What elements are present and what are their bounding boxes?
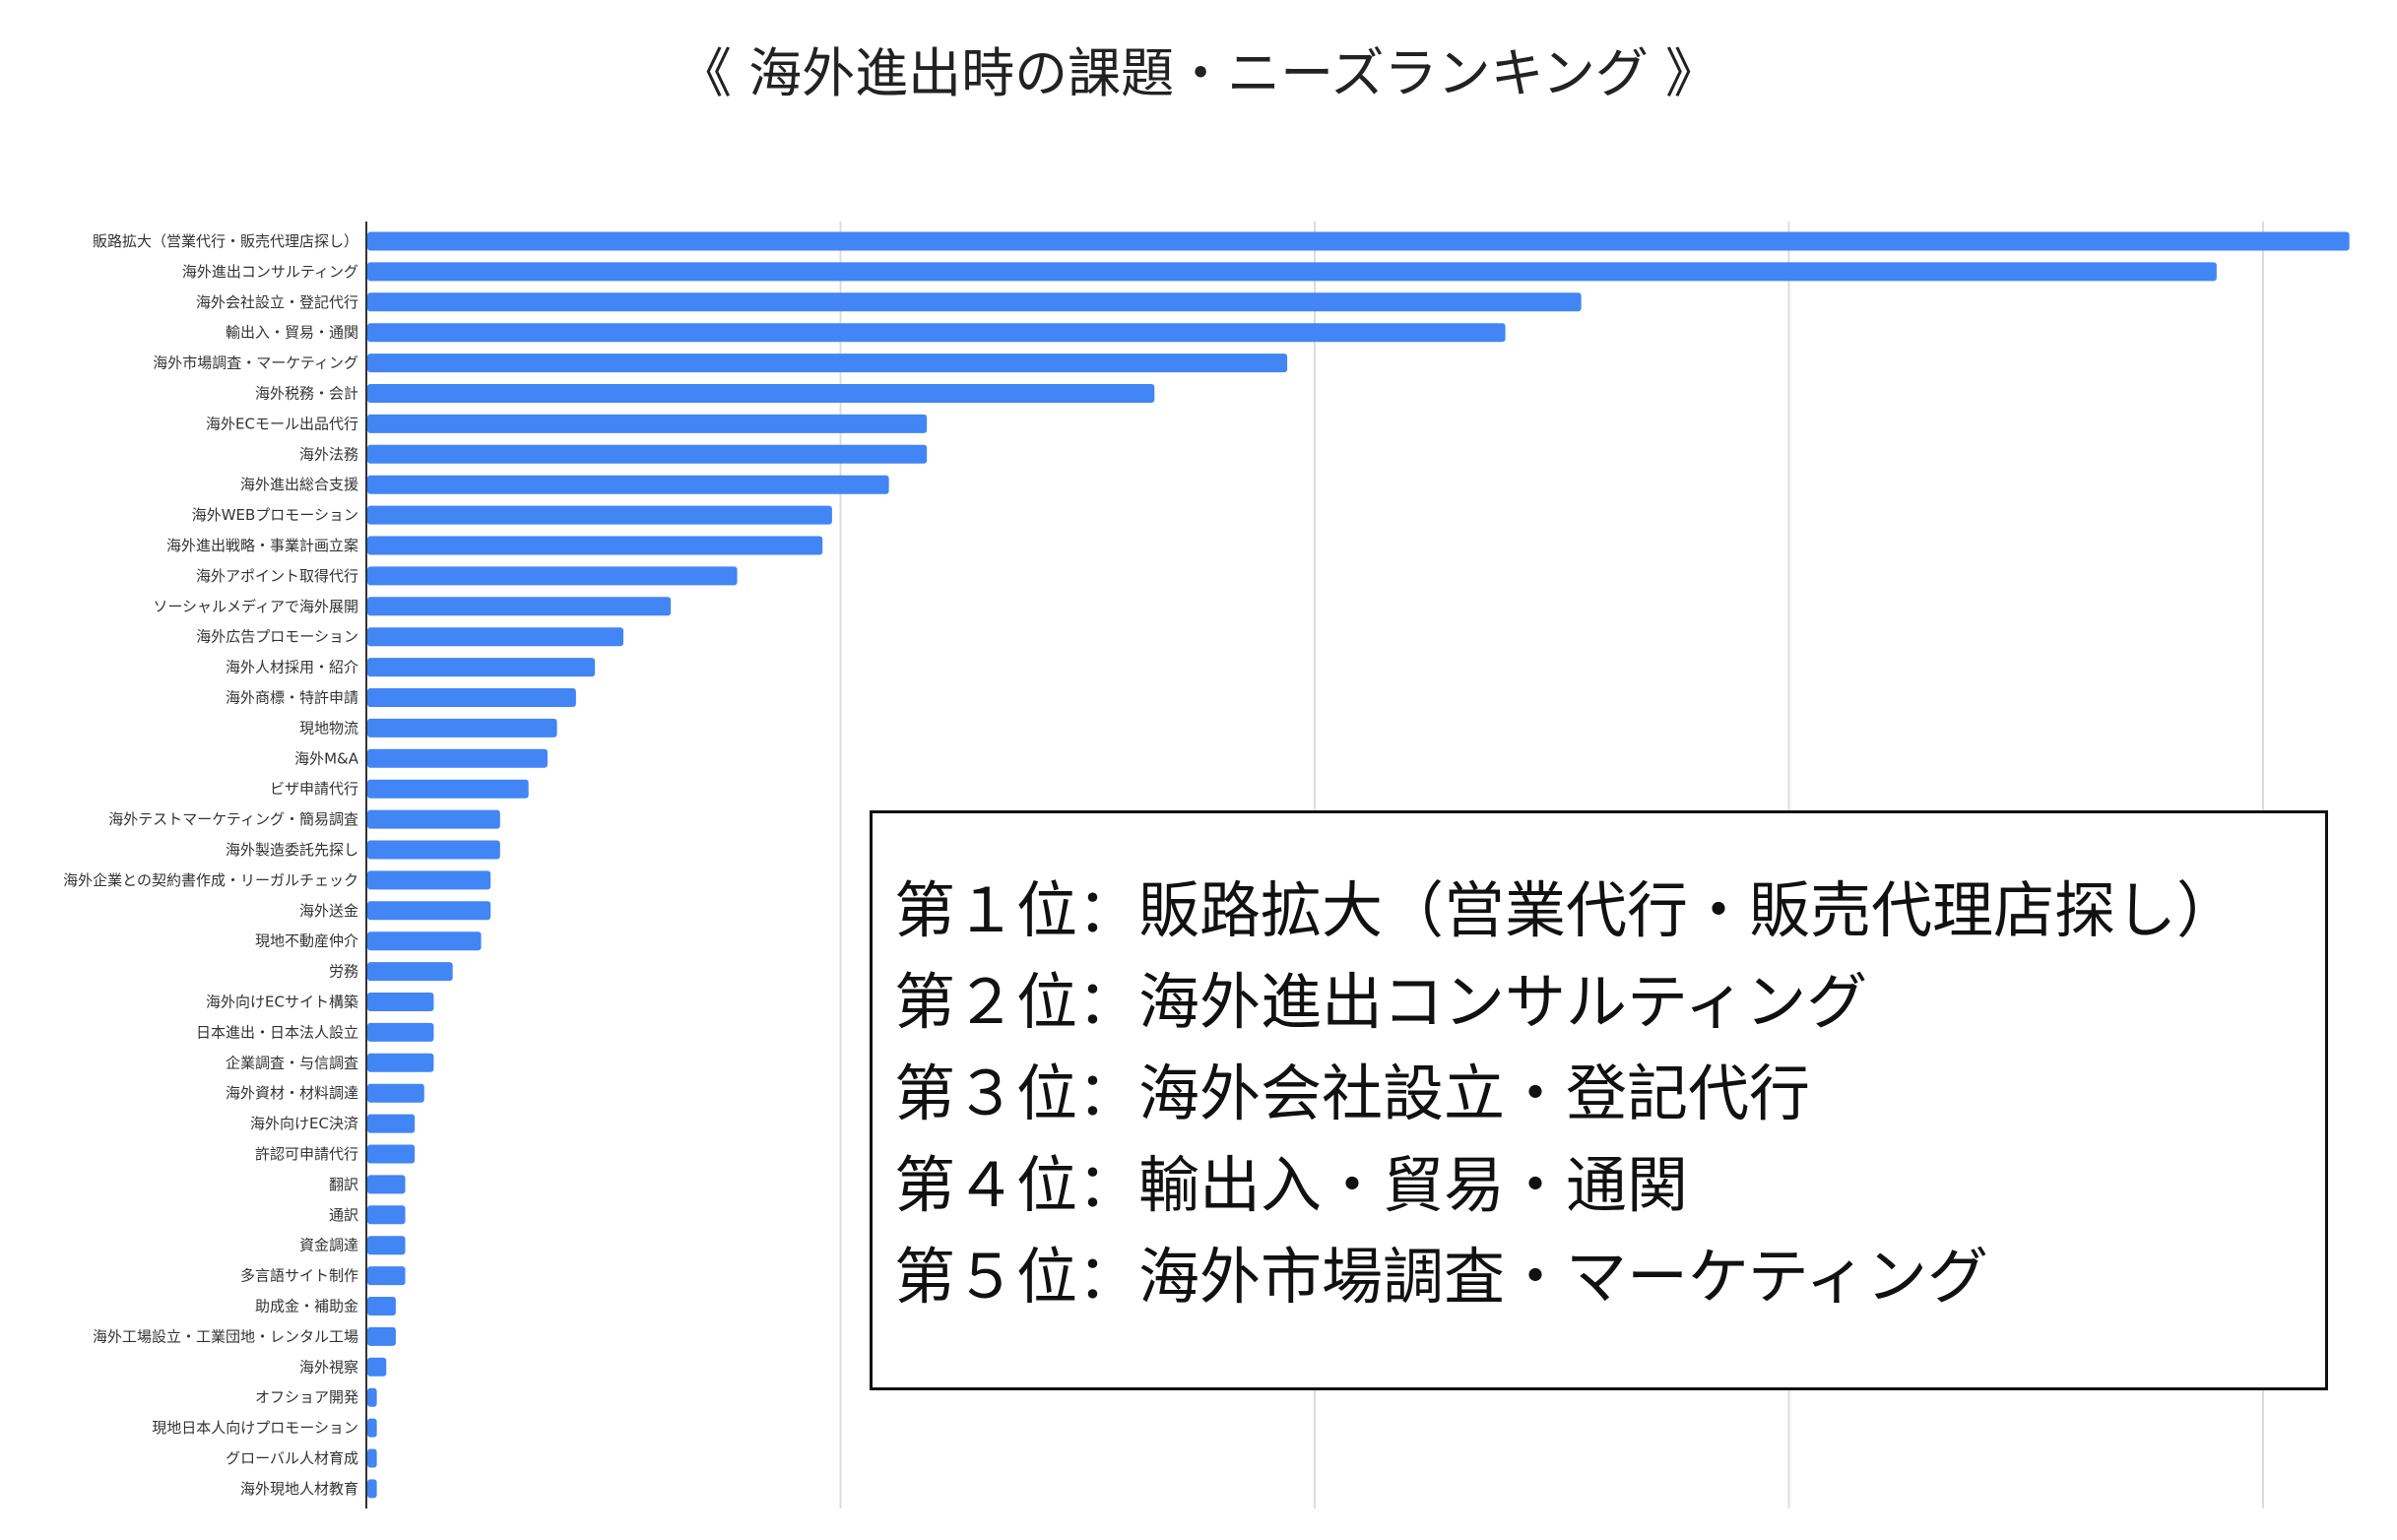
category-label: 海外アポイント取得代行 xyxy=(196,567,358,585)
category-label: 海外向けECサイト構築 xyxy=(206,994,358,1011)
category-label: ソーシャルメディアで海外展開 xyxy=(153,598,358,615)
category-label: 資金調達 xyxy=(299,1237,358,1254)
category-label: 海外送金 xyxy=(299,902,358,920)
category-label: 海外進出コンサルティング xyxy=(182,263,358,281)
bar xyxy=(367,231,2350,251)
bar xyxy=(367,1448,377,1468)
category-label: 海外法務 xyxy=(299,445,358,463)
bar xyxy=(367,1083,424,1103)
bar xyxy=(367,444,928,464)
ranking-box: 第１位：販路拡大（営業代行・販売代理店探し） 第２位：海外進出コンサルティング … xyxy=(870,810,2328,1390)
category-label: 助成金・補助金 xyxy=(255,1298,358,1315)
bar xyxy=(367,1266,406,1286)
bar xyxy=(367,1387,377,1407)
bar xyxy=(367,262,2217,282)
category-label: オフショア開発 xyxy=(255,1388,358,1406)
bar xyxy=(367,1144,416,1164)
bar xyxy=(367,475,889,494)
category-label: 海外ECモール出品代行 xyxy=(206,415,358,432)
bar xyxy=(367,627,624,647)
bar xyxy=(367,353,1288,373)
category-label: 海外商標・特許申請 xyxy=(226,689,358,707)
category-label: 海外工場設立・工業団地・レンタル工場 xyxy=(93,1327,358,1345)
category-label: 海外市場調査・マーケティング xyxy=(153,354,358,372)
category-label: グローバル人材育成 xyxy=(226,1449,358,1467)
rank-2: 第２位：海外進出コンサルティング xyxy=(894,966,1868,1038)
bar xyxy=(367,718,557,738)
category-label: 海外WEBプロモーション xyxy=(192,506,358,524)
category-label: 海外広告プロモーション xyxy=(196,628,358,646)
bar xyxy=(367,1297,396,1315)
bar xyxy=(367,536,823,555)
category-label: 通訳 xyxy=(329,1206,358,1224)
category-label: 海外M&A xyxy=(294,749,359,767)
bar xyxy=(367,292,1582,312)
category-label: 海外製造委託先探し xyxy=(226,841,358,859)
bar xyxy=(367,840,500,860)
category-label: 海外会社設立・登記代行 xyxy=(196,293,358,311)
bar xyxy=(367,505,832,525)
category-label: 現地物流 xyxy=(299,719,358,737)
rank-4: 第４位：輸出入・貿易・通関 xyxy=(894,1149,1689,1221)
chart-title: 《 海外進出時の課題・ニーズランキング 》 xyxy=(678,42,1718,104)
category-label: 海外進出総合支援 xyxy=(240,476,358,493)
bar xyxy=(367,962,453,982)
bar xyxy=(367,658,596,677)
bar xyxy=(367,809,500,829)
bar xyxy=(367,323,1506,343)
category-label: 海外企業との契約書作成・リーガルチェック xyxy=(63,871,358,889)
category-label: 許認可申請代行 xyxy=(255,1145,358,1163)
bar xyxy=(367,1022,434,1042)
category-label: 海外現地人材教育 xyxy=(240,1480,358,1498)
bar xyxy=(367,1236,406,1255)
category-label: 海外向けEC決済 xyxy=(250,1115,358,1132)
bar xyxy=(367,597,672,616)
bar xyxy=(367,1175,406,1194)
category-label: 現地日本人向けプロモーション xyxy=(152,1419,358,1437)
bar xyxy=(367,1053,434,1072)
bar xyxy=(367,1205,406,1225)
category-label: 海外資材・材料調達 xyxy=(226,1084,358,1102)
rank-3: 第３位：海外会社設立・登記代行 xyxy=(894,1058,1811,1129)
category-label: 海外視察 xyxy=(299,1358,358,1376)
bar xyxy=(367,688,576,707)
bar xyxy=(367,993,434,1011)
category-label: 海外人材採用・紹介 xyxy=(226,659,358,676)
category-label: 多言語サイト制作 xyxy=(240,1267,358,1285)
bar xyxy=(367,1418,377,1438)
category-label: 輸出入・貿易・通関 xyxy=(226,324,358,342)
category-label: ビザ申請代行 xyxy=(270,780,358,798)
bar xyxy=(367,1479,377,1499)
bar xyxy=(367,566,738,586)
bar xyxy=(367,1357,387,1377)
bar xyxy=(367,1114,416,1133)
category-label: 翻訳 xyxy=(329,1176,358,1193)
bar xyxy=(367,384,1155,403)
bar xyxy=(367,779,529,799)
category-label: 労務 xyxy=(329,963,358,981)
category-label: 海外税務・会計 xyxy=(255,385,358,403)
category-label: 海外進出戦略・事業計画立案 xyxy=(166,537,358,554)
bar xyxy=(367,748,548,768)
bar xyxy=(367,901,491,921)
rank-1: 第１位：販路拡大（営業代行・販売代理店探し） xyxy=(894,874,2238,946)
bar xyxy=(367,931,482,951)
category-label: 現地不動産仲介 xyxy=(255,932,358,950)
category-label: 販路拡大（営業代行・販売代理店探し） xyxy=(93,232,358,250)
category-label: 日本進出・日本法人設立 xyxy=(196,1023,358,1041)
rank-5: 第５位：海外市場調査・マーケティング xyxy=(894,1241,1989,1313)
bar xyxy=(367,870,491,890)
bar xyxy=(367,1326,396,1346)
category-label: 企業調査・与信調査 xyxy=(226,1054,358,1071)
bar xyxy=(367,414,928,433)
category-label: 海外テストマーケティング・簡易調査 xyxy=(108,810,358,828)
